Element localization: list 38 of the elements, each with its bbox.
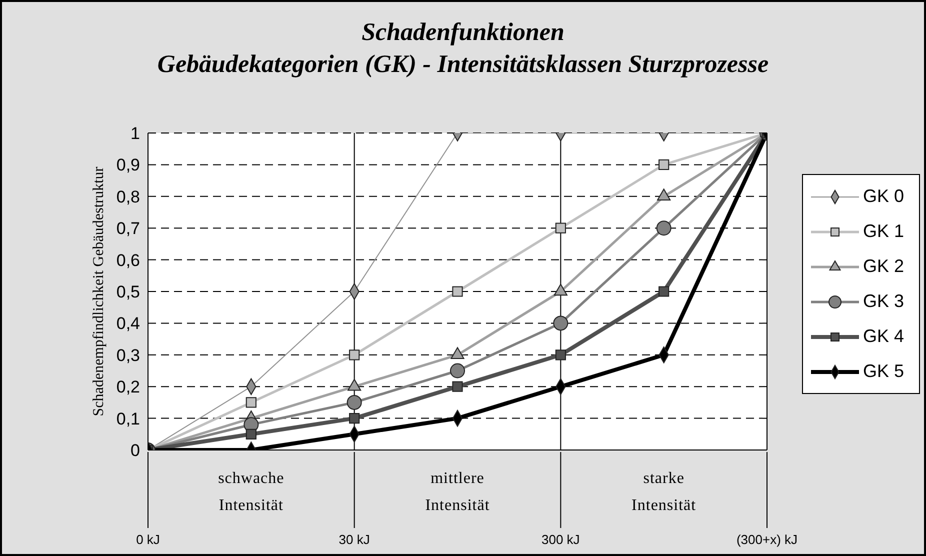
x-tick-label: 30 kJ bbox=[338, 532, 370, 547]
chart-title: Schadenfunktionen bbox=[362, 19, 564, 46]
y-tick-label: 0,3 bbox=[116, 346, 140, 365]
x-tick-label: 0 kJ bbox=[136, 532, 160, 547]
y-tick-label: 0,7 bbox=[116, 219, 140, 238]
y-tick-label: 0,8 bbox=[116, 187, 140, 206]
point bbox=[246, 428, 256, 440]
point bbox=[349, 350, 360, 360]
y-tick-label: 0,6 bbox=[116, 250, 140, 270]
legend-label: GK 2 bbox=[863, 256, 904, 277]
point bbox=[555, 350, 566, 360]
point bbox=[452, 286, 463, 297]
point bbox=[346, 394, 362, 410]
y-tick-label: 0,1 bbox=[116, 409, 140, 428]
y-tick-label: 0,9 bbox=[116, 156, 140, 175]
legend-label: GK 3 bbox=[863, 291, 904, 312]
x-tick-label: (300+x) kJ bbox=[736, 532, 798, 547]
y-tick-label: 0 bbox=[130, 441, 140, 460]
point bbox=[450, 363, 465, 378]
y-axis-title: Schadenempfindlichkeit Gebäudestruktur bbox=[91, 166, 107, 416]
y-tick-label: 0,4 bbox=[116, 314, 140, 334]
legend-label: GK 4 bbox=[863, 326, 904, 347]
point bbox=[452, 381, 463, 392]
x-tick-label: 300 kJ bbox=[542, 532, 580, 547]
y-tick-label: 0,5 bbox=[116, 282, 140, 302]
text: starke Intensität bbox=[632, 470, 696, 514]
point bbox=[349, 413, 360, 424]
point bbox=[246, 397, 256, 408]
text: schwache Intensität bbox=[218, 470, 284, 514]
point bbox=[658, 286, 670, 297]
chart-subtitle: Gebäudekategorien (GK) - Intensitätsklassen Sturzprozesse bbox=[157, 51, 769, 78]
y-tick-label: 1 bbox=[130, 124, 140, 144]
point bbox=[553, 316, 568, 331]
y-tick-label: 0,2 bbox=[116, 378, 140, 397]
legend-label: GK 1 bbox=[863, 221, 904, 242]
text: mittlere Intensität bbox=[425, 470, 490, 514]
legend-label: GK 5 bbox=[863, 361, 904, 382]
legend-label: GK 0 bbox=[863, 186, 904, 207]
